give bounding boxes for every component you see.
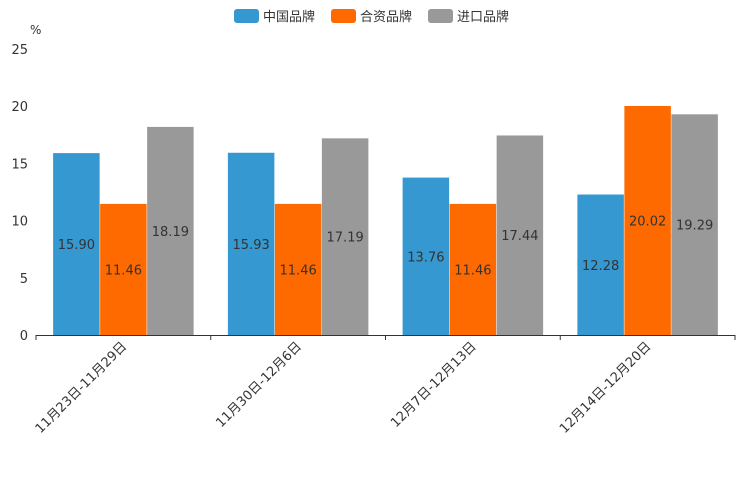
bar-2-1 xyxy=(100,203,147,335)
bar-1-4 xyxy=(577,194,624,335)
y-axis-unit-label: % xyxy=(30,23,41,37)
bar-2-2 xyxy=(274,203,322,335)
bar-1-3 xyxy=(402,177,450,335)
legend-swatch xyxy=(428,9,453,23)
x-category-label: 12月14日-12月20日 xyxy=(557,339,654,436)
y-tick-label: 25 xyxy=(11,43,28,58)
value-label: 13.76 xyxy=(407,250,444,265)
bar-3-1 xyxy=(147,126,194,335)
value-labels: 15.90 11.46 18.19 15.93 11.46 17.19 13.76 11.46… xyxy=(58,214,713,278)
bar-1-2 xyxy=(227,152,275,335)
x-axis-ticks: 11月23日-11月29日 11月30日-12月6日 12月7日-12月13日 12月… xyxy=(33,335,736,437)
bar-3-4 xyxy=(671,114,718,335)
y-tick-label: 15 xyxy=(11,157,28,172)
x-category-label: 11月23日-11月29日 xyxy=(33,339,130,436)
legend-label: 中国品牌 xyxy=(263,9,315,25)
legend: 中国品牌 合资品牌 进口品牌 xyxy=(234,9,509,25)
value-label: 11.46 xyxy=(280,263,317,278)
value-label: 15.93 xyxy=(233,238,270,253)
legend-label: 合资品牌 xyxy=(360,9,412,25)
value-label: 15.90 xyxy=(58,238,95,253)
y-tick-label: 5 xyxy=(20,272,28,287)
bar-3-2 xyxy=(321,138,369,335)
value-label: 11.46 xyxy=(454,263,491,278)
value-label: 12.28 xyxy=(582,259,619,274)
y-tick-label: 0 xyxy=(20,329,28,344)
x-category-label: 12月7日-12月13日 xyxy=(388,339,480,431)
value-label: 19.29 xyxy=(676,219,713,234)
y-tick-label: 20 xyxy=(11,100,28,115)
value-label: 20.02 xyxy=(629,214,666,229)
legend-swatch xyxy=(234,9,259,23)
value-label: 18.19 xyxy=(152,225,189,240)
bar-2-3 xyxy=(449,203,497,335)
legend-swatch xyxy=(331,9,356,23)
y-tick-label: 10 xyxy=(11,215,28,230)
value-label: 17.19 xyxy=(327,231,364,246)
bar-2-4 xyxy=(624,105,671,336)
value-label: 11.46 xyxy=(105,263,142,278)
value-label: 17.44 xyxy=(501,229,538,244)
legend-label: 进口品牌 xyxy=(457,9,509,25)
bars xyxy=(53,105,718,336)
bar-1-1 xyxy=(53,153,100,335)
x-category-label: 11月30日-12月6日 xyxy=(213,339,305,431)
y-axis-ticks: 0 5 10 15 20 25 xyxy=(11,43,28,344)
bar-3-3 xyxy=(496,135,544,335)
